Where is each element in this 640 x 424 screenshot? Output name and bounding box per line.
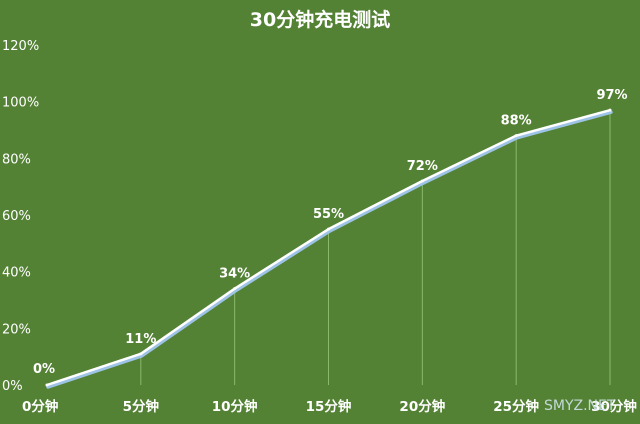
y-tick-label: 0% xyxy=(2,379,23,394)
y-tick-label: 40% xyxy=(2,266,31,281)
watermark: SMYZ.NET xyxy=(544,398,616,414)
y-axis: 0% 20% 40% 60% 80% 100% 120% xyxy=(2,39,39,394)
data-point xyxy=(327,227,330,231)
y-tick-label: 120% xyxy=(2,39,39,54)
data-point xyxy=(514,134,518,138)
data-label: 55% xyxy=(313,207,344,222)
data-label: 88% xyxy=(501,114,532,129)
data-label: 0% xyxy=(33,362,55,377)
chart-title: 30分钟充电测试 xyxy=(250,8,390,31)
data-point xyxy=(233,287,237,291)
x-tick-label: 0分钟 xyxy=(22,398,58,415)
data-label: 11% xyxy=(125,332,156,347)
x-axis: 0分钟 5分钟 10分钟 15分钟 20分钟 25分钟 30分钟 xyxy=(22,398,637,415)
y-tick-label: 20% xyxy=(2,322,31,337)
x-tick-label: 15分钟 xyxy=(306,398,352,415)
drop-lines xyxy=(140,110,611,385)
x-tick-label: 20分钟 xyxy=(399,398,445,415)
y-tick-label: 80% xyxy=(2,152,31,167)
data-labels: 0% 11% 34% 55% 72% 88% 97% xyxy=(33,88,628,377)
x-tick-label: 10分钟 xyxy=(212,398,258,415)
x-tick-label: 5分钟 xyxy=(123,398,159,415)
data-point xyxy=(420,179,424,183)
data-point xyxy=(139,352,143,356)
data-points xyxy=(45,108,612,387)
data-label: 34% xyxy=(219,267,250,282)
x-tick-label: 30分钟 xyxy=(591,398,637,415)
data-point xyxy=(45,383,49,387)
data-label: 97% xyxy=(596,88,627,103)
data-point xyxy=(608,108,612,112)
x-tick-label: 25分钟 xyxy=(493,398,539,415)
y-tick-label: 60% xyxy=(2,209,31,224)
y-tick-label: 100% xyxy=(2,96,39,111)
series-line-shadow xyxy=(46,110,613,389)
data-label: 72% xyxy=(407,159,438,174)
